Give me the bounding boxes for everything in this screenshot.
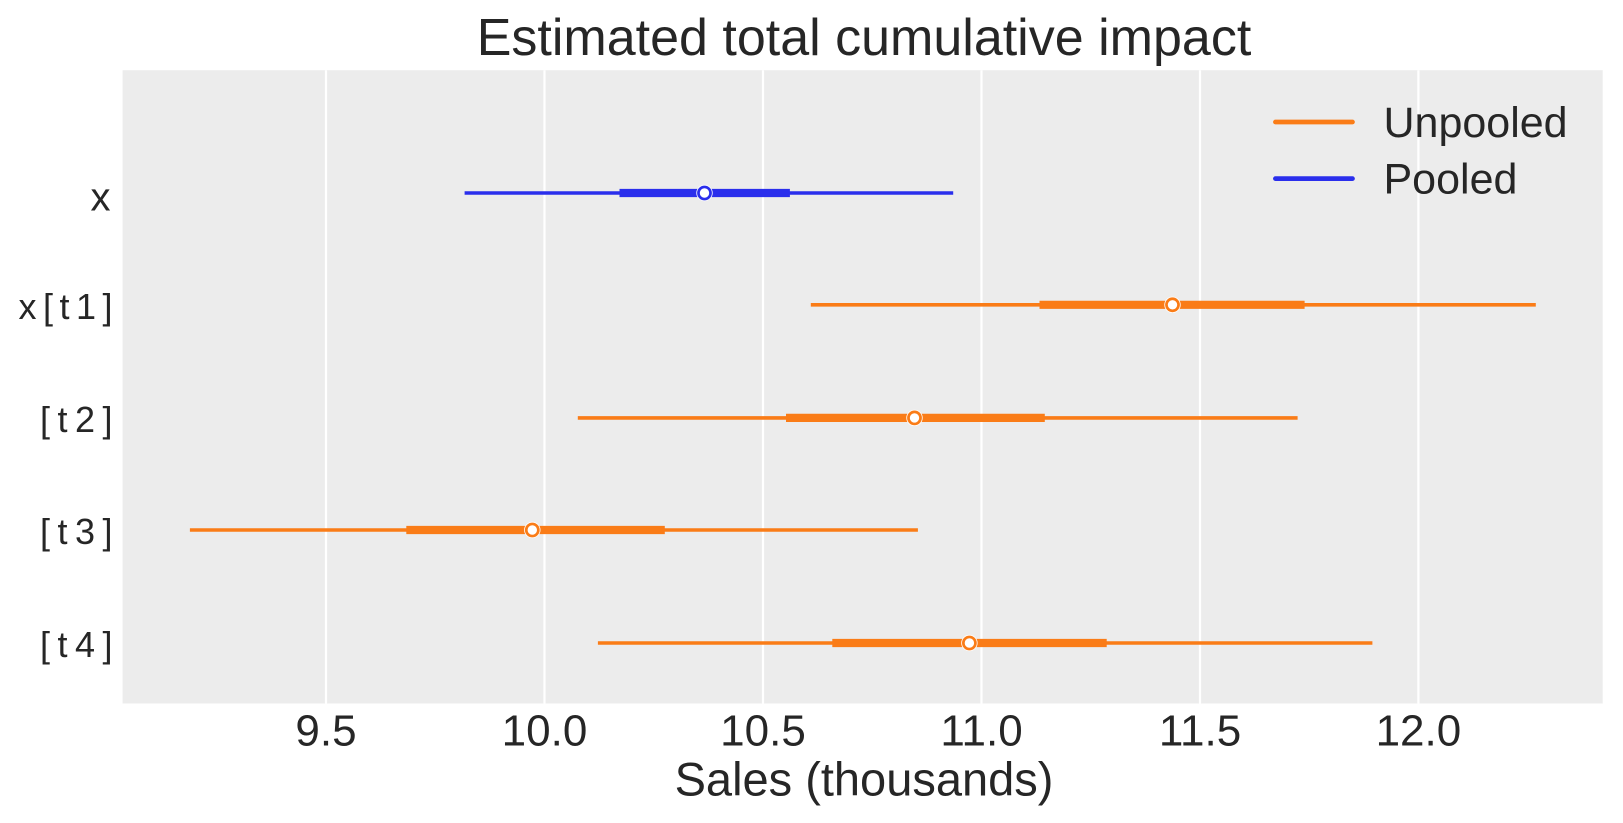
svg-text:Pooled: Pooled (1384, 155, 1518, 203)
svg-text:12.0: 12.0 (1376, 706, 1462, 755)
svg-text:Unpooled: Unpooled (1384, 99, 1568, 147)
svg-text:[t2]: [t2] (40, 399, 120, 440)
svg-text:9.5: 9.5 (295, 706, 356, 755)
svg-text:Sales (thousands): Sales (thousands) (675, 753, 1054, 806)
svg-text:10.5: 10.5 (720, 706, 806, 755)
svg-text:10.0: 10.0 (502, 706, 588, 755)
svg-text:11.5: 11.5 (1159, 706, 1241, 755)
svg-text:x[t1]: x[t1] (18, 286, 119, 327)
svg-text:x: x (91, 176, 111, 220)
svg-text:[t4]: [t4] (40, 624, 120, 665)
svg-text:Estimated total cumulative imp: Estimated total cumulative impact (477, 9, 1252, 67)
svg-text:[t3]: [t3] (40, 511, 120, 552)
svg-text:11.0: 11.0 (940, 706, 1022, 755)
